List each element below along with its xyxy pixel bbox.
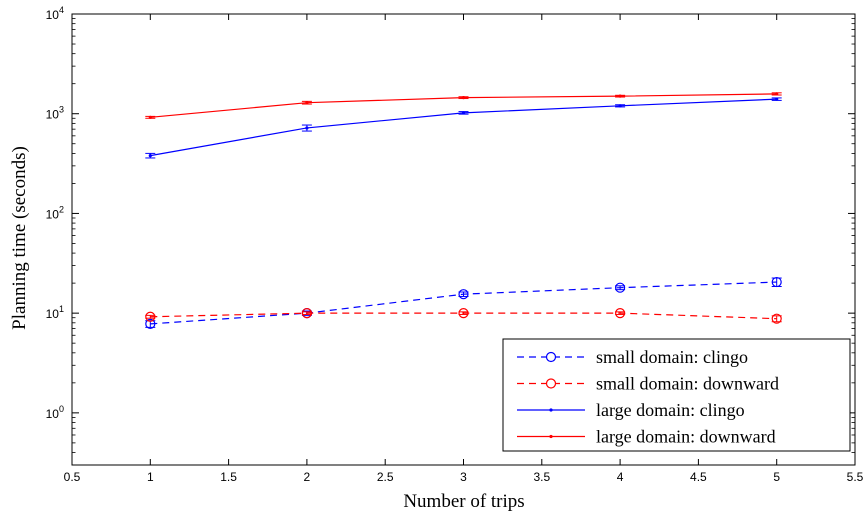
x-tick-label: 3 bbox=[460, 470, 467, 484]
x-tick-labels: 0.5 1 1.5 2 2.5 3 3.5 4 4.5 5 5.5 bbox=[64, 470, 864, 484]
y-tick-label: 101 bbox=[46, 304, 64, 321]
data-point bbox=[618, 94, 622, 98]
legend-box bbox=[502, 338, 851, 452]
legend-swatch-marker bbox=[545, 351, 557, 363]
series-line bbox=[150, 98, 777, 157]
legend-swatch-marker bbox=[549, 434, 553, 439]
data-point bbox=[145, 311, 156, 322]
data-point bbox=[614, 282, 626, 293]
data-point bbox=[461, 111, 466, 115]
legend-swatch-marker bbox=[549, 408, 553, 412]
y-tick-label: 102 bbox=[46, 204, 64, 221]
data-point bbox=[771, 313, 782, 324]
series-layer bbox=[145, 92, 782, 330]
data-point bbox=[458, 289, 469, 300]
x-tick-label: 4.5 bbox=[690, 470, 707, 484]
data-point bbox=[614, 308, 626, 319]
legend-label: large domain: downward bbox=[596, 427, 776, 447]
y-tick-label: 103 bbox=[46, 105, 64, 122]
legend: small domain: clingo small domain: downwa… bbox=[502, 338, 851, 452]
x-tick-label: 2.5 bbox=[377, 470, 394, 484]
data-point bbox=[305, 126, 309, 130]
legend-item: large domain: downward bbox=[517, 427, 776, 447]
series-3 bbox=[145, 92, 782, 119]
data-point bbox=[771, 276, 782, 288]
data-point bbox=[301, 308, 312, 319]
x-tick-label: 3.5 bbox=[533, 470, 550, 484]
legend-item: small domain: clingo bbox=[517, 347, 748, 367]
series-1 bbox=[145, 308, 782, 324]
y-tick-label: 104 bbox=[46, 5, 64, 22]
data-point bbox=[145, 318, 156, 330]
axis-ticks bbox=[71, 13, 856, 466]
legend-label: small domain: clingo bbox=[596, 347, 748, 367]
x-axis-label: Number of trips bbox=[403, 491, 524, 512]
legend-label: small domain: downward bbox=[596, 374, 779, 394]
legend-item: large domain: clingo bbox=[517, 400, 745, 420]
legend-label: large domain: clingo bbox=[596, 400, 745, 420]
series-2 bbox=[145, 97, 782, 159]
x-tick-label: 5.5 bbox=[847, 470, 864, 484]
x-tick-label: 5 bbox=[773, 470, 780, 484]
data-point bbox=[305, 101, 309, 105]
data-point bbox=[461, 96, 466, 100]
data-point bbox=[148, 154, 152, 158]
x-tick-label: 1 bbox=[147, 470, 154, 484]
y-tick-labels: 100 101 102 103 104 bbox=[46, 5, 64, 421]
x-tick-label: 0.5 bbox=[64, 470, 81, 484]
x-tick-label: 4 bbox=[617, 470, 624, 484]
data-point bbox=[458, 308, 469, 319]
y-axis-label: Planning time (seconds) bbox=[9, 146, 30, 330]
data-point bbox=[148, 115, 152, 119]
data-point bbox=[775, 92, 779, 96]
x-tick-label: 1.5 bbox=[220, 470, 237, 484]
data-point bbox=[618, 104, 622, 108]
x-tick-label: 2 bbox=[304, 470, 311, 484]
legend-swatch-marker bbox=[545, 378, 557, 389]
series-0 bbox=[145, 276, 782, 330]
y-tick-label: 100 bbox=[46, 404, 64, 421]
data-point bbox=[775, 97, 779, 101]
legend-item: small domain: downward bbox=[517, 374, 779, 394]
